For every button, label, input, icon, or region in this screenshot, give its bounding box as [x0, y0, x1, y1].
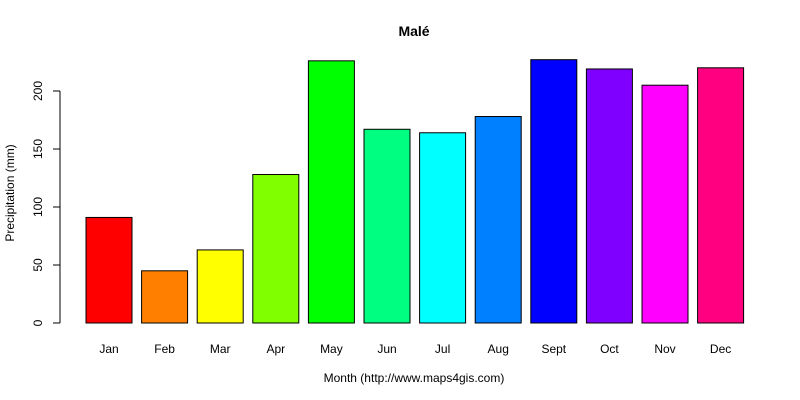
- bar-nov: [641, 84, 689, 324]
- x-tick-label-aug: Aug: [488, 342, 509, 356]
- bar-apr: [252, 174, 300, 324]
- bar-aug: [474, 116, 522, 324]
- x-tick-label-apr: Apr: [266, 342, 285, 356]
- bar-may: [307, 60, 355, 324]
- bar-jul: [419, 132, 467, 324]
- x-tick-label-dec: Dec: [710, 342, 731, 356]
- bar-jun: [363, 128, 411, 324]
- y-axis-ticks: 0 50 100 150 200: [31, 81, 60, 326]
- x-tick-label-oct: Oct: [600, 342, 619, 356]
- x-tick-label-may: May: [320, 342, 343, 356]
- y-tick-label-100: 100: [31, 197, 45, 217]
- bar-mar: [196, 249, 244, 324]
- x-tick-label-mar: Mar: [210, 342, 231, 356]
- bar-sept: [530, 59, 578, 324]
- bar-feb: [141, 270, 189, 324]
- bar-jan: [85, 216, 133, 324]
- x-tick-label-jul: Jul: [435, 342, 450, 356]
- x-axis-tick-labels: Jan Feb Mar Apr May Jun Jul Aug Sept Oct Nov Dec: [99, 342, 731, 356]
- y-tick-label-150: 150: [31, 139, 45, 159]
- x-tick-label-feb: Feb: [154, 342, 175, 356]
- chart-title: Malé: [398, 23, 429, 39]
- x-tick-label-nov: Nov: [654, 342, 675, 356]
- y-tick-label-0: 0: [31, 319, 45, 326]
- y-tick-label-50: 50: [31, 258, 45, 272]
- y-tick-label-200: 200: [31, 81, 45, 101]
- x-tick-label-jun: Jun: [377, 342, 396, 356]
- x-tick-label-sept: Sept: [541, 342, 566, 356]
- y-axis-label: Precipitation (mm): [3, 144, 17, 241]
- bars-group: [85, 59, 745, 324]
- x-tick-label-jan: Jan: [99, 342, 118, 356]
- bar-oct: [585, 68, 633, 324]
- x-axis-label: Month (http://www.maps4gis.com): [324, 371, 505, 385]
- bar-dec: [697, 67, 745, 324]
